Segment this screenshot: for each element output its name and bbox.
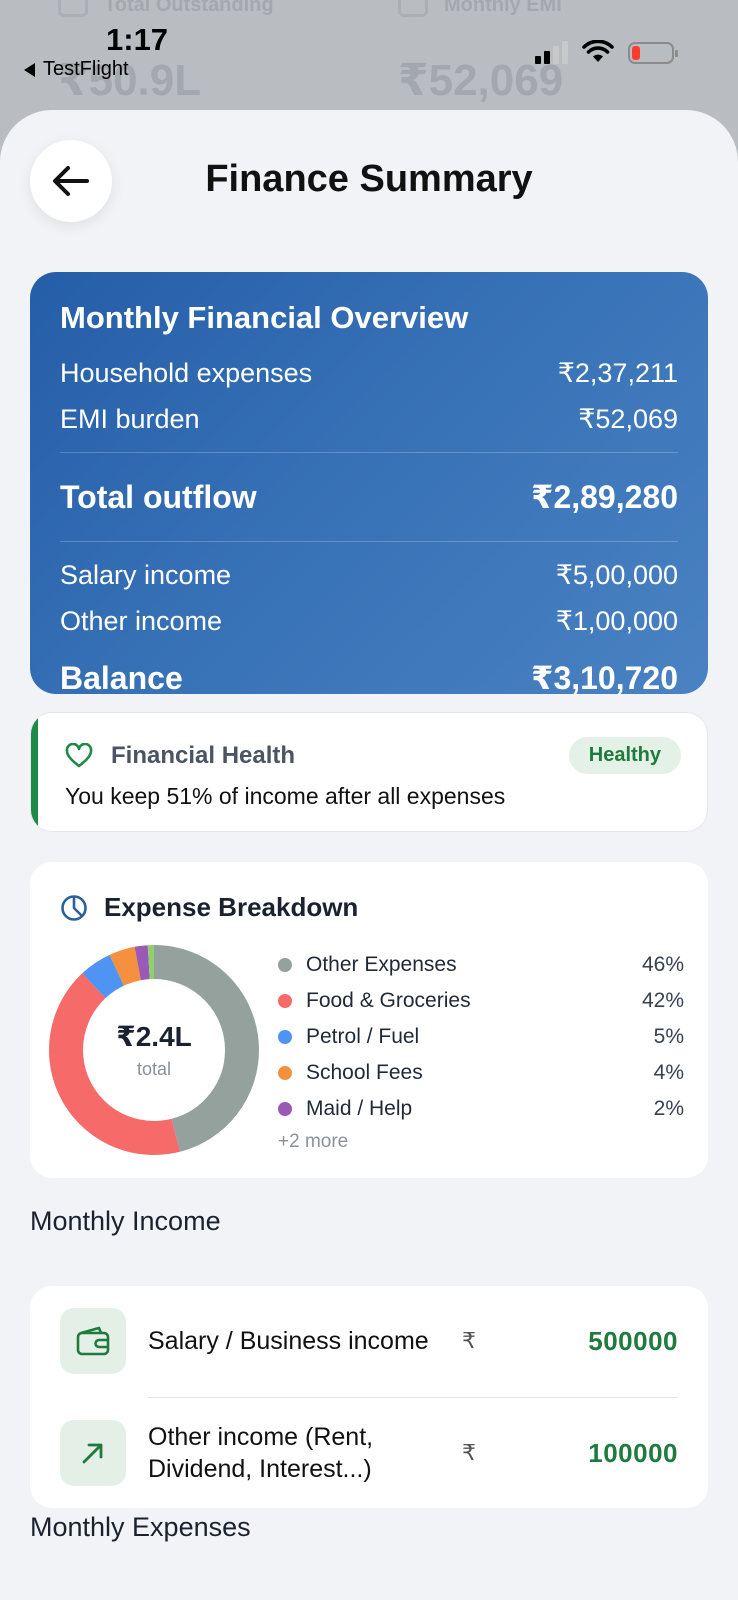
overview-row-emi: EMI burden ₹52,069 bbox=[60, 396, 678, 442]
legend-dot bbox=[278, 1030, 292, 1044]
legend-percent: 4% bbox=[653, 1061, 684, 1084]
arrow-up-right-icon bbox=[60, 1420, 126, 1486]
more-categories-link[interactable]: +2 more bbox=[278, 1131, 349, 1152]
legend-item: Maid / Help 2% bbox=[278, 1091, 684, 1127]
battery-icon bbox=[628, 42, 678, 64]
background-card-value: ₹52,069 bbox=[398, 56, 564, 105]
expenses-section-title: Monthly Expenses bbox=[30, 1512, 251, 1542]
background-card-label: Total Outstanding bbox=[104, 0, 274, 16]
divider bbox=[60, 541, 678, 542]
overview-value: ₹3,10,720 bbox=[531, 660, 678, 696]
overview-label: Other income bbox=[60, 605, 223, 636]
currency-symbol: ₹ bbox=[462, 1328, 476, 1353]
income-label: Salary / Business income bbox=[148, 1327, 429, 1355]
sheet-header: Finance Summary bbox=[0, 110, 738, 260]
back-app-label: TestFlight bbox=[43, 58, 129, 80]
overview-label: Balance bbox=[60, 659, 183, 696]
pie-chart-icon bbox=[61, 894, 87, 921]
overview-row-household: Household expenses ₹2,37,211 bbox=[60, 350, 678, 396]
background-card-value: ₹50.9L bbox=[58, 56, 202, 105]
back-to-app-link[interactable]: TestFlight bbox=[24, 58, 129, 81]
legend-item: Other Expenses 46% bbox=[278, 947, 684, 983]
legend-percent: 5% bbox=[653, 1025, 684, 1048]
overview-label: Household expenses bbox=[60, 357, 313, 388]
donut-total-amount: ₹2.4L bbox=[116, 1021, 192, 1052]
background-card-outstanding: Total Outstanding ₹50.9L bbox=[30, 0, 370, 110]
wallet-icon bbox=[58, 0, 88, 17]
monthly-overview-card: Monthly Financial Overview Household exp… bbox=[30, 272, 708, 696]
overview-value: ₹2,37,211 bbox=[557, 357, 678, 388]
income-row-other[interactable]: Other income (Rent, Dividend, Interest..… bbox=[30, 1398, 708, 1508]
breakdown-title: Expense Breakdown bbox=[104, 892, 359, 922]
income-label: Other income (Rent, Dividend, Interest..… bbox=[148, 1423, 374, 1483]
heart-icon bbox=[65, 742, 93, 767]
legend-dot bbox=[278, 1066, 292, 1080]
expense-donut-chart bbox=[49, 945, 259, 1155]
overview-row-other-income: Other income ₹1,00,000 bbox=[60, 598, 678, 644]
legend-percent: 46% bbox=[641, 953, 684, 976]
status-badge: Healthy bbox=[568, 737, 681, 774]
income-list: Salary / Business income ₹ 500000 Other … bbox=[30, 1286, 708, 1508]
legend-item: Petrol / Fuel 5% bbox=[278, 1019, 684, 1055]
finance-summary-sheet: Finance Summary Monthly Financial Overvi… bbox=[0, 110, 738, 1600]
wallet-icon bbox=[60, 1308, 126, 1374]
calendar-icon bbox=[398, 0, 428, 17]
overview-title: Monthly Financial Overview bbox=[60, 300, 469, 335]
donut-center: ₹2.4L total bbox=[46, 942, 262, 1158]
donut-segment bbox=[49, 945, 259, 1155]
back-button[interactable] bbox=[30, 140, 112, 222]
back-triangle-icon bbox=[24, 62, 35, 77]
overview-value: ₹1,00,000 bbox=[555, 605, 678, 636]
overview-row-total-outflow: Total outflow ₹2,89,280 bbox=[60, 463, 678, 531]
expense-breakdown-card[interactable]: Expense Breakdown ₹2.4L total Other Expe… bbox=[30, 862, 708, 1178]
divider bbox=[148, 1397, 678, 1398]
financial-health-card: Financial Health Healthy You keep 51% of… bbox=[30, 712, 708, 832]
legend-dot bbox=[278, 994, 292, 1008]
background-summary-cards: Total Outstanding ₹50.9L Monthly EMI ₹52… bbox=[30, 0, 710, 110]
background-card-emi: Monthly EMI ₹52,069 bbox=[370, 0, 710, 110]
overview-value: ₹5,00,000 bbox=[555, 559, 678, 590]
legend-dot bbox=[278, 1102, 292, 1116]
overview-label: Salary income bbox=[60, 559, 232, 590]
legend-label: Maid / Help bbox=[306, 1097, 413, 1120]
legend-dot bbox=[278, 958, 292, 972]
health-label: Financial Health bbox=[111, 741, 296, 769]
overview-value: ₹52,069 bbox=[578, 403, 678, 434]
status-bar: 1:17 TestFlight bbox=[0, 0, 738, 110]
breakdown-legend: Other Expenses 46% Food & Groceries 42% Petr… bbox=[278, 947, 684, 1153]
donut-segment bbox=[49, 945, 259, 1155]
legend-label: Petrol / Fuel bbox=[306, 1025, 420, 1048]
income-amount-input[interactable]: 500000 bbox=[588, 1325, 678, 1356]
legend-item: Food & Groceries 42% bbox=[278, 983, 684, 1019]
health-message: You keep 51% of income after all expense… bbox=[65, 783, 506, 809]
legend-item: School Fees 4% bbox=[278, 1055, 684, 1091]
overview-label: EMI burden bbox=[60, 403, 200, 434]
legend-label: Food & Groceries bbox=[306, 989, 471, 1012]
overview-row-balance: Balance ₹3,10,720 bbox=[60, 644, 678, 712]
income-amount-input[interactable]: 100000 bbox=[588, 1437, 678, 1468]
overview-row-salary: Salary income ₹5,00,000 bbox=[60, 552, 678, 598]
system-icons bbox=[535, 40, 678, 64]
overview-label: Total outflow bbox=[60, 478, 257, 515]
cellular-signal-icon bbox=[535, 40, 568, 64]
health-accent-stripe bbox=[31, 713, 38, 831]
currency-symbol: ₹ bbox=[462, 1440, 476, 1465]
legend-percent: 2% bbox=[653, 1097, 684, 1120]
legend-label: Other Expenses bbox=[306, 953, 457, 976]
page-title: Finance Summary bbox=[205, 158, 533, 200]
legend-label: School Fees bbox=[306, 1061, 423, 1084]
background-card-label: Monthly EMI bbox=[444, 0, 562, 16]
arrow-left-icon bbox=[53, 166, 89, 196]
legend-percent: 42% bbox=[641, 989, 684, 1012]
wifi-icon bbox=[582, 40, 614, 62]
overview-value: ₹2,89,280 bbox=[531, 479, 678, 515]
divider bbox=[60, 452, 678, 453]
status-time: 1:17 bbox=[106, 22, 169, 57]
income-section-title: Monthly Income bbox=[30, 1206, 221, 1236]
donut-total-label: total bbox=[136, 1059, 172, 1079]
income-row-salary[interactable]: Salary / Business income ₹ 500000 bbox=[30, 1286, 708, 1396]
